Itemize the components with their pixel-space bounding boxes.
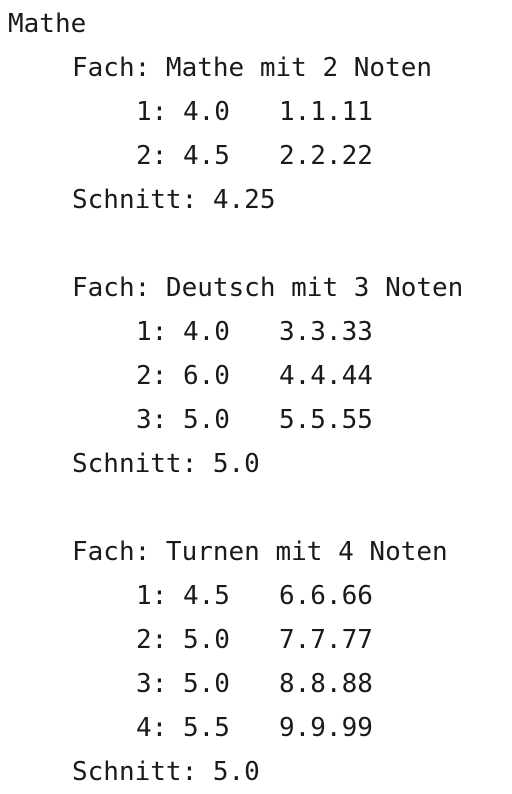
grade-index: 2:	[136, 361, 168, 391]
subject-average: Schnitt: 5.0	[72, 449, 260, 479]
grade-line: 2: 6.0 4.4.44	[8, 354, 508, 398]
subject-title: Fach: Mathe mit 2 Noten	[72, 53, 433, 83]
grade-line: 1: 4.0 1.1.11	[8, 90, 508, 134]
subject-title: Fach: Turnen mit 4 Noten	[72, 537, 448, 567]
grade-index: 4:	[136, 713, 168, 743]
grade-line: 2: 5.0 7.7.77	[8, 618, 508, 662]
blank-line	[8, 486, 508, 530]
grade-date: 6.6.66	[278, 581, 373, 611]
grade-index: 1:	[136, 581, 168, 611]
subject-title: Fach: Deutsch mit 3 Noten	[72, 273, 464, 303]
subject-average: Schnitt: 5.0	[72, 757, 260, 787]
grade-line: 1: 4.0 3.3.33	[8, 310, 508, 354]
grade-value: 4.0	[182, 97, 230, 127]
grade-date: 3.3.33	[278, 317, 373, 347]
grade-line: 3: 5.0 8.8.88	[8, 662, 508, 706]
grade-index: 1:	[136, 97, 168, 127]
grade-value: 6.0	[182, 361, 230, 391]
grade-index: 1:	[136, 317, 168, 347]
grade-line: 4: 5.5 9.9.99	[8, 706, 508, 750]
grade-value: 5.0	[182, 405, 230, 435]
grade-index: 2:	[136, 141, 168, 171]
grade-date: 5.5.55	[278, 405, 373, 435]
grade-value: 5.0	[182, 669, 230, 699]
grade-value: 5.0	[182, 625, 230, 655]
grade-date: 4.4.44	[278, 361, 373, 391]
grade-value: 4.0	[182, 317, 230, 347]
subject-average: Schnitt: 4.25	[72, 185, 276, 215]
grade-line: 3: 5.0 5.5.55	[8, 398, 508, 442]
grade-line: 2: 4.5 2.2.22	[8, 134, 508, 178]
grade-date: 7.7.77	[278, 625, 373, 655]
grade-date: 1.1.11	[278, 97, 373, 127]
grade-index: 2:	[136, 625, 168, 655]
grade-index: 3:	[136, 405, 168, 435]
grade-index: 3:	[136, 669, 168, 699]
grade-date: 8.8.88	[278, 669, 373, 699]
console-output: Mathe Fach: Mathe mit 2 Noten 1: 4.0 1.1.…	[8, 0, 508, 794]
blank-line	[8, 222, 508, 266]
grade-value: 4.5	[182, 581, 230, 611]
grade-value: 4.5	[182, 141, 230, 171]
output-header: Mathe	[8, 9, 87, 39]
grade-value: 5.5	[182, 713, 230, 743]
grade-date: 2.2.22	[278, 141, 373, 171]
grade-line: 1: 4.5 6.6.66	[8, 574, 508, 618]
grade-date: 9.9.99	[278, 713, 373, 743]
